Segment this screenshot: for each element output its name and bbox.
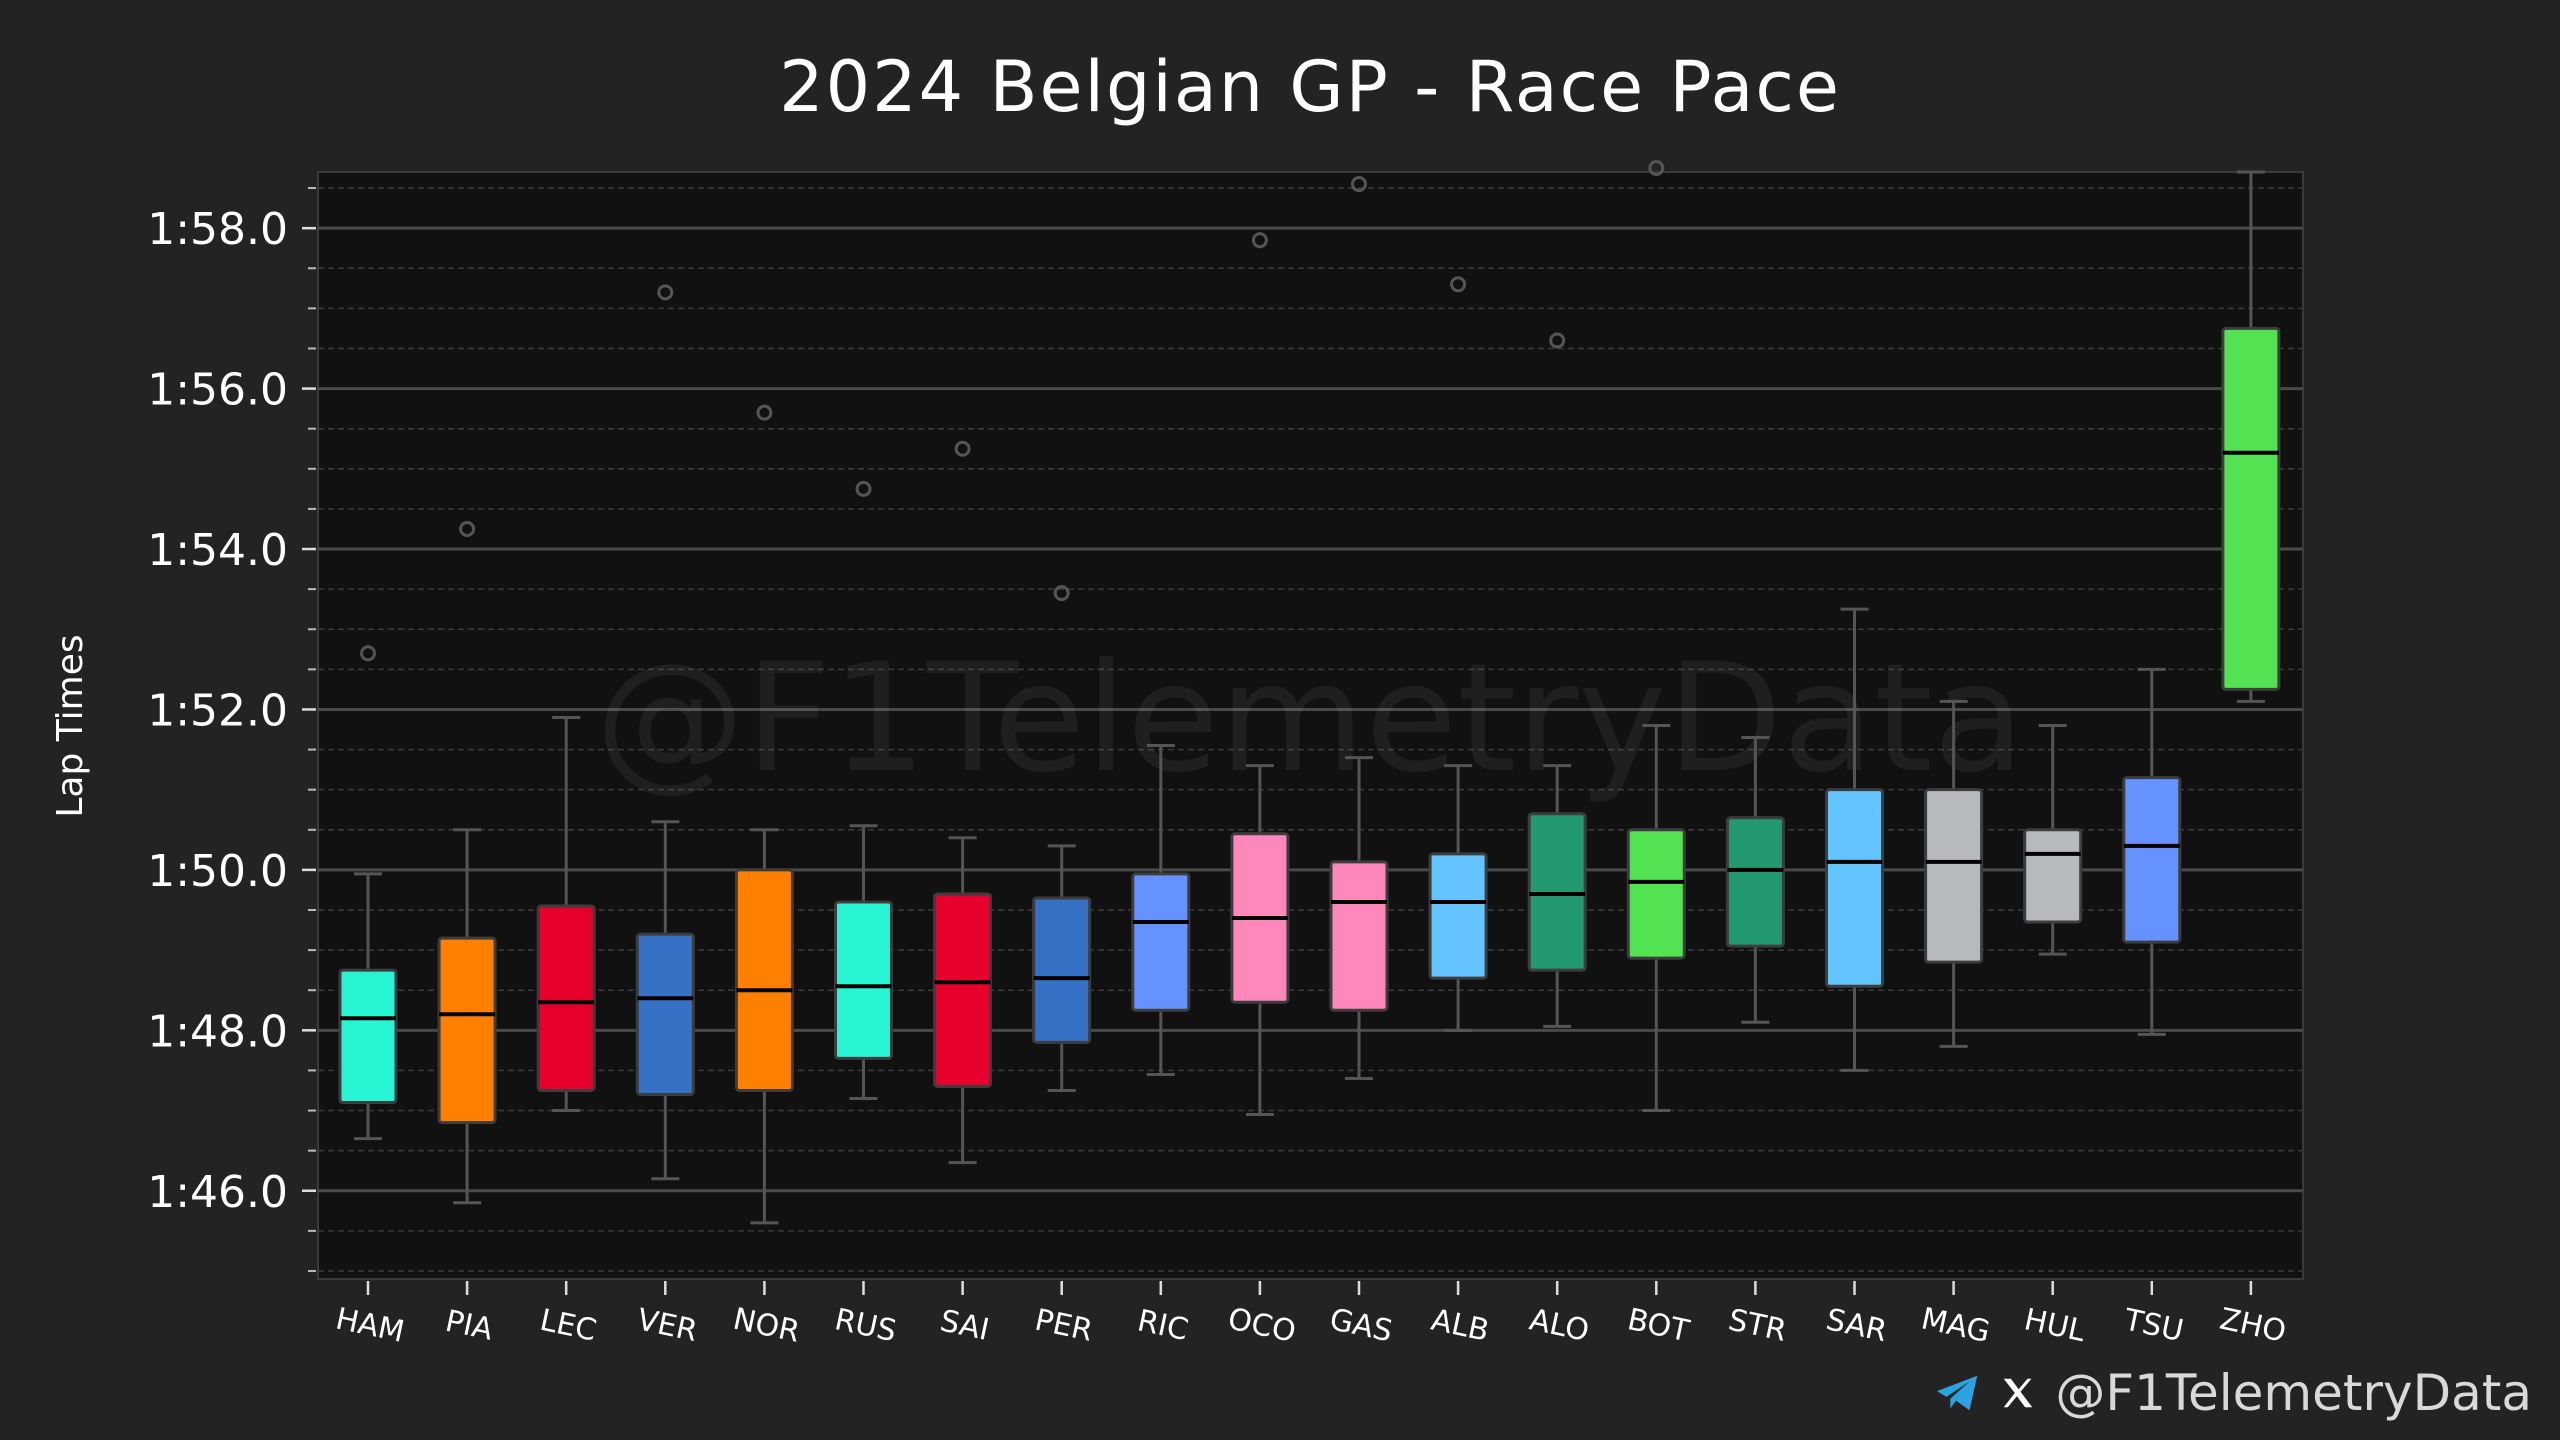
x-tick-label: RUS (832, 1302, 900, 1349)
box-rus (834, 480, 893, 1101)
y-tick-label: 1:46.0 (147, 1167, 288, 1218)
x-tick-label: OCO (1225, 1302, 1299, 1350)
x-tick-label: SAR (1823, 1302, 1890, 1349)
x-tick-label: ALB (1428, 1303, 1492, 1349)
x-axis: HAM PIA LEC VER NOR RUS SAI PER RIC OCO GAS ALB ALO B… (333, 1281, 2290, 1350)
box-iqr (1428, 852, 1488, 980)
box-str (1725, 736, 1785, 1024)
box-iqr (933, 892, 993, 1088)
x-tick-label: PIA (442, 1304, 496, 1348)
box-iqr (1924, 788, 1984, 964)
x-tick-label: SAI (937, 1303, 992, 1347)
box-iqr (338, 968, 398, 1105)
outlier-point (954, 440, 971, 457)
box-tsu (2122, 667, 2182, 1036)
box-zho (2221, 170, 2281, 703)
box-pia (437, 520, 497, 1205)
outlier-point (459, 520, 476, 537)
y-tick-label: 1:58.0 (147, 204, 288, 255)
x-tick-label: PER (1032, 1303, 1096, 1349)
x-tick-label: ALO (1526, 1302, 1592, 1349)
x-tick-label: LEC (537, 1303, 600, 1349)
x-tick-label: MAG (1918, 1301, 1993, 1350)
box-iqr (1626, 828, 1686, 960)
x-tick-label: NOR (730, 1302, 803, 1350)
box-sai (933, 440, 993, 1165)
box-iqr (1131, 872, 1191, 1012)
box-alb (1428, 276, 1488, 1032)
box-iqr (635, 932, 695, 1097)
x-tick-label: VER (634, 1302, 700, 1349)
x-tick-label: RIC (1134, 1303, 1191, 1348)
box-ver (635, 284, 695, 1181)
box-iqr (2221, 326, 2281, 691)
box-iqr (1329, 860, 1389, 1012)
box-per (1032, 585, 1092, 1092)
box-mag (1924, 699, 1984, 1048)
outlier-point (1549, 332, 1566, 349)
y-tick-label: 1:50.0 (147, 846, 288, 897)
outlier-point (1648, 159, 1665, 176)
outlier-point (360, 645, 376, 662)
x-tick-label: TSU (2120, 1302, 2186, 1349)
outlier-point (756, 404, 773, 421)
box-nor (734, 404, 794, 1225)
x-tick-label: GAS (1327, 1302, 1396, 1349)
outlier-point (1251, 232, 1268, 249)
footer-handle: @F1TelemetryData (2055, 1364, 2532, 1422)
x-tick-label: ZHO (2217, 1302, 2290, 1350)
x-tick-label: HAM (333, 1301, 408, 1350)
y-tick-label: 1:52.0 (147, 685, 288, 736)
x-tick-label: HUL (2021, 1302, 2088, 1349)
box-ham (338, 645, 398, 1141)
outlier-point (1450, 276, 1467, 293)
box-iqr (1032, 896, 1092, 1044)
box-lec (536, 715, 596, 1113)
x-tick-label: BOT (1624, 1302, 1693, 1349)
box-sar (1825, 607, 1884, 1072)
x-tick-label: STR (1725, 1303, 1789, 1349)
box-ric (1131, 744, 1191, 1076)
footer-credit: @F1TelemetryData (1935, 1364, 2532, 1422)
box-alo (1527, 332, 1587, 1028)
box-iqr (536, 904, 596, 1092)
box-iqr (1825, 788, 1884, 988)
box-iqr (1527, 812, 1587, 972)
chart-title: 2024 Belgian GP - Race Pace (779, 46, 1841, 128)
box-series (338, 159, 2281, 1225)
x-icon[interactable] (1999, 1374, 2037, 1412)
y-axis: 1:46.0 1:48.0 1:50.0 1:52.0 1:54.0 1:56.0 1:58… (147, 187, 316, 1272)
box-oco (1230, 232, 1290, 1117)
box-iqr (2023, 828, 2083, 924)
y-tick-label: 1:54.0 (147, 525, 288, 576)
y-tick-label: 1:48.0 (147, 1006, 288, 1057)
box-gas (1329, 176, 1389, 1080)
box-iqr (734, 868, 794, 1092)
y-tick-label: 1:56.0 (147, 365, 288, 416)
outlier-point (855, 480, 872, 497)
y-axis-label: Lap Times (50, 634, 91, 817)
outlier-point (657, 284, 674, 301)
box-iqr (834, 900, 893, 1060)
box-bot (1626, 159, 1686, 1113)
outlier-point (1351, 176, 1367, 193)
box-hul (2023, 724, 2083, 956)
box-iqr (2122, 776, 2182, 944)
box-iqr (1725, 816, 1785, 948)
telegram-icon[interactable] (1935, 1373, 1981, 1413)
box-iqr (437, 936, 497, 1125)
watermark: @F1TelemetryData (595, 632, 2025, 806)
outlier-point (1053, 585, 1070, 602)
